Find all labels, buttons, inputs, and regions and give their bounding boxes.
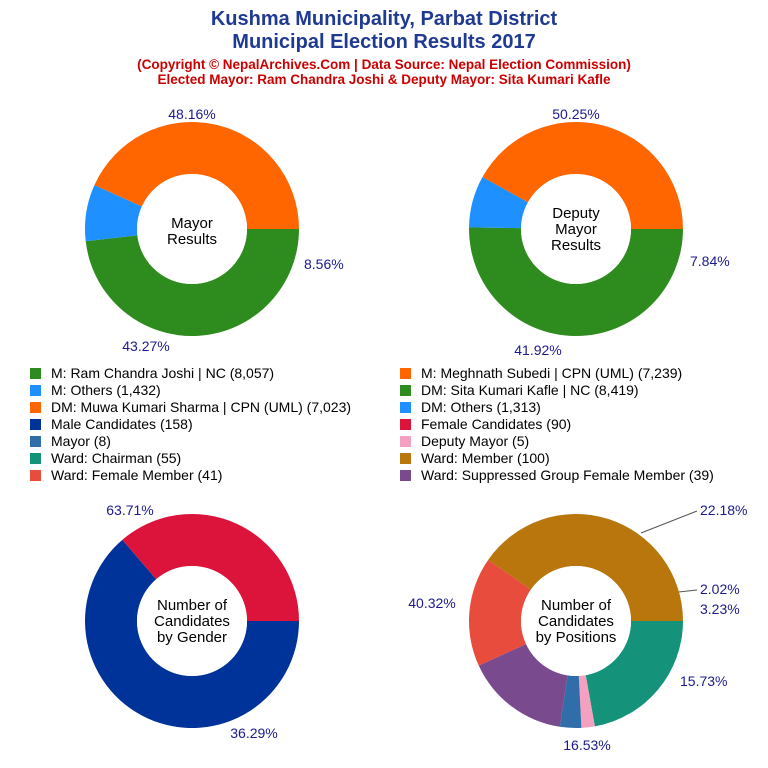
donut-slice: [559, 675, 582, 728]
donut-hole: [137, 174, 247, 284]
donut-slice: [482, 122, 683, 229]
donut-center-label: Candidates: [154, 613, 230, 630]
donut-center-label: by Gender: [157, 629, 227, 646]
legend-label: Ward: Member (100): [421, 450, 550, 466]
donut-center-label: Deputy: [552, 205, 600, 222]
slice-percent-label: 50.25%: [552, 106, 599, 122]
donut-slice: [468, 227, 683, 337]
legend-label: DM: Muwa Kumari Sharma | CPN (UML) (7,02…: [51, 399, 352, 415]
legend-swatch: [400, 419, 411, 430]
donut-center-label: Candidates: [538, 613, 614, 630]
legend-label: M: Meghnath Subedi | CPN (UML) (7,239): [421, 365, 683, 381]
legend-swatch: [400, 402, 411, 413]
legend-label: Female Candidates (90): [421, 416, 572, 432]
chart-subtitle-line1: (Copyright © NepalArchives.Com | Data So…: [137, 57, 631, 72]
slice-percent-label: 3.23%: [700, 601, 740, 617]
donut-slice: [122, 514, 299, 621]
donut-center-label: Results: [551, 237, 601, 254]
donut-slice: [85, 185, 142, 242]
chart-title-line2: Municipal Election Results 2017: [232, 31, 536, 53]
legend-swatch: [30, 436, 41, 447]
legend-swatch: [400, 385, 411, 396]
slice-percent-label: 48.16%: [168, 106, 215, 122]
legend-label: M: Others (1,432): [51, 382, 161, 398]
donut-slice: [469, 559, 531, 666]
slice-percent-label: 63.71%: [106, 502, 153, 518]
donut-center-label: Mayor: [171, 215, 213, 232]
donut-center-label: Mayor: [555, 221, 597, 238]
donut-center-label: by Positions: [536, 629, 617, 646]
donut-slice: [478, 643, 568, 727]
label-leader-line: [640, 510, 698, 534]
legend-swatch: [400, 436, 411, 447]
donut-slice: [85, 229, 299, 336]
slice-percent-label: 15.73%: [680, 673, 727, 689]
legend-label: M: Ram Chandra Joshi | NC (8,057): [51, 365, 275, 381]
legend-swatch: [30, 419, 41, 430]
donut-slice: [578, 675, 595, 728]
legend-swatch: [400, 470, 411, 481]
slice-percent-label: 7.84%: [690, 253, 730, 269]
chart-title-line1: Kushma Municipality, Parbat District: [210, 8, 558, 30]
legend-label: Ward: Female Member (41): [51, 467, 223, 483]
legend-swatch: [30, 470, 41, 481]
slice-percent-label: 2.02%: [700, 581, 740, 597]
chart-subtitle-line2: Elected Mayor: Ram Chandra Joshi & Deput…: [157, 72, 611, 87]
legend-swatch: [30, 453, 41, 464]
legend-swatch: [400, 453, 411, 464]
donut-slice: [585, 621, 683, 727]
donut-hole: [521, 174, 631, 284]
slice-percent-label: 36.29%: [230, 725, 277, 741]
donut-slice: [469, 176, 528, 229]
donut-slice: [94, 122, 299, 229]
legend-label: Ward: Chairman (55): [51, 450, 182, 466]
donut-slice: [84, 539, 299, 728]
donut-hole: [521, 566, 631, 676]
legend-label: DM: Others (1,313): [421, 399, 541, 415]
legend-label: Ward: Suppressed Group Female Member (39…: [421, 467, 714, 483]
donut-center-label: Number of: [157, 597, 228, 614]
slice-percent-label: 22.18%: [700, 502, 747, 518]
slice-percent-label: 41.92%: [514, 342, 561, 358]
legend-swatch: [30, 402, 41, 413]
slice-percent-label: 40.32%: [408, 595, 455, 611]
legend-swatch: [400, 368, 411, 379]
donut-center-label: Number of: [541, 597, 612, 614]
donut-slice: [488, 514, 683, 621]
donut-hole: [137, 566, 247, 676]
legend-swatch: [30, 385, 41, 396]
legend-swatch: [30, 368, 41, 379]
legend-label: Deputy Mayor (5): [421, 433, 530, 449]
slice-percent-label: 8.56%: [304, 256, 344, 272]
legend-label: DM: Sita Kumari Kafle | NC (8,419): [421, 382, 639, 398]
donut-center-label: Results: [167, 231, 217, 248]
slice-percent-label: 43.27%: [122, 338, 169, 354]
legend-label: Mayor (8): [51, 433, 111, 449]
legend-label: Male Candidates (158): [51, 416, 193, 432]
slice-percent-label: 16.53%: [563, 737, 610, 753]
